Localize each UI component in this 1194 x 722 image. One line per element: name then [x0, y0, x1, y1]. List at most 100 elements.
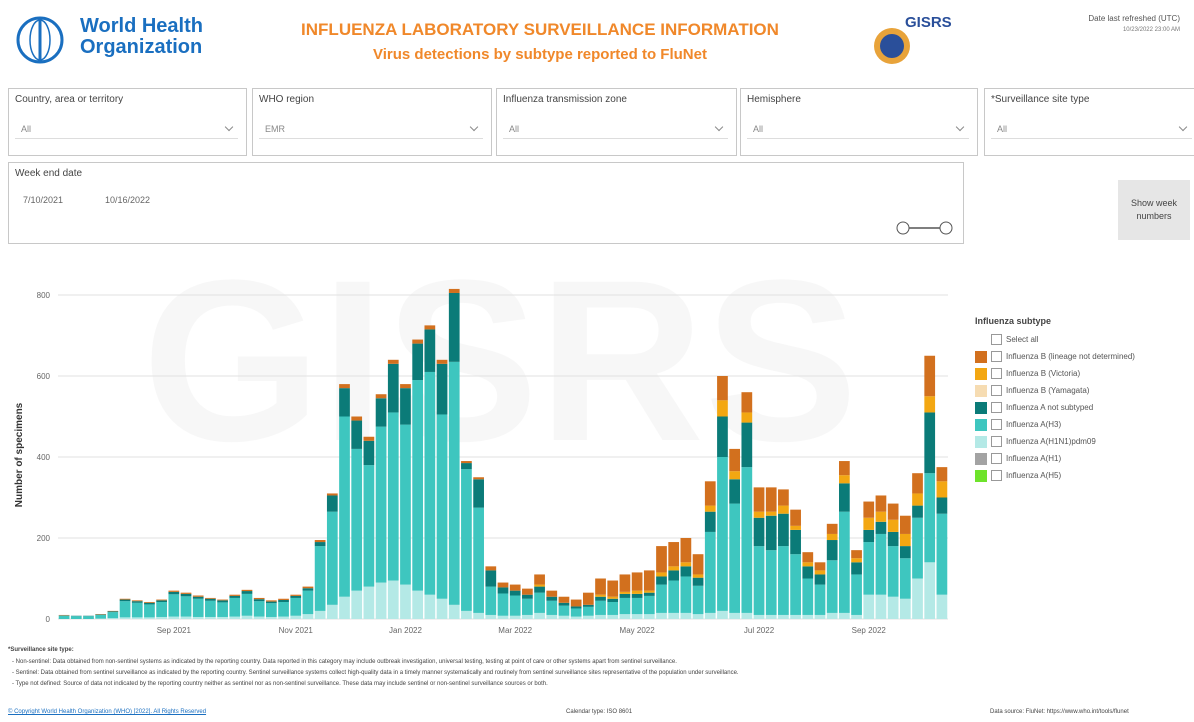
legend-item[interactable]: Influenza A(H5) [975, 467, 1194, 484]
date-slider[interactable] [894, 219, 954, 237]
bar-segment [436, 598, 448, 619]
bar-segment [144, 601, 155, 603]
bar-segment [765, 550, 777, 615]
bar-segment [936, 481, 948, 498]
bar-segment [692, 585, 704, 615]
refreshed-value: 10/23/2022 23:00 AM [1122, 27, 1180, 33]
legend: Influenza subtype Select all Influenza B … [975, 316, 1194, 484]
bar-segment [924, 562, 936, 619]
bar-segment [558, 596, 570, 603]
bar-segment [339, 416, 350, 597]
legend-item[interactable]: Influenza A(H1) [975, 450, 1194, 467]
bar-segment [887, 519, 899, 532]
bar-segment [326, 493, 338, 496]
legend-item[interactable]: Influenza B (Yamagata) [975, 382, 1194, 399]
bar-segment [412, 339, 424, 344]
bar-segment [229, 595, 241, 598]
legend-select-all[interactable]: Select all [975, 331, 1194, 348]
bar-segment [656, 612, 667, 619]
bar-segment [131, 617, 143, 619]
legend-item[interactable]: Influenza A(H1N1)pdm09 [975, 433, 1194, 450]
copyright[interactable]: © Copyright World Health Organization (W… [8, 709, 207, 715]
bar-segment [741, 612, 753, 619]
bar-segment [119, 601, 131, 618]
bar-segment [558, 615, 570, 619]
bar-segment [778, 513, 789, 547]
bar-segment [875, 533, 887, 595]
date-start[interactable]: 7/10/2021 [23, 195, 64, 205]
bar-segment [802, 566, 814, 579]
legend-item[interactable]: Influenza A not subtyped [975, 399, 1194, 416]
bar-segment [692, 577, 704, 586]
calendar-type: Calendar type: ISO 8601 [566, 709, 633, 715]
bar-segment [607, 614, 619, 619]
legend-checkbox[interactable] [991, 453, 1002, 464]
bar-segment [790, 525, 801, 530]
legend-checkbox[interactable] [991, 419, 1002, 430]
bar-segment [814, 562, 826, 571]
bar-segment [497, 615, 509, 619]
bar-segment [778, 546, 789, 615]
bar-segment [461, 610, 472, 619]
bar-segment [582, 592, 594, 605]
bar-segment [363, 465, 375, 587]
bar-segment [205, 600, 216, 617]
bar-segment [704, 511, 716, 532]
bar-segment [851, 558, 862, 563]
bar-segment [473, 507, 484, 613]
legend-item[interactable]: Influenza A(H3) [975, 416, 1194, 433]
filter-dropdown[interactable]: All [991, 119, 1192, 139]
bar-segment [826, 612, 838, 619]
bar-segment [485, 570, 497, 587]
bar-segment [814, 614, 826, 619]
y-tick-label: 400 [37, 453, 51, 462]
bar-segment [790, 509, 801, 526]
date-end[interactable]: 10/16/2022 [105, 195, 151, 205]
bar-segment [802, 614, 814, 619]
bar-segment [461, 463, 472, 470]
legend-checkbox[interactable] [991, 351, 1002, 362]
bar-segment [668, 570, 680, 581]
legend-checkbox[interactable] [991, 368, 1002, 379]
legend-item[interactable]: Influenza B (Victoria) [975, 365, 1194, 382]
bar-segment [436, 359, 448, 364]
bar-segment [253, 601, 265, 617]
bar-segment [814, 574, 826, 585]
bar-segment [192, 596, 204, 599]
filter-dropdown[interactable]: All [503, 119, 728, 139]
week-numbers-button[interactable]: Show week numbers [1118, 180, 1190, 240]
bar-segment [546, 596, 558, 601]
bar-segment [899, 546, 911, 559]
legend-label: Influenza B (Victoria) [1006, 369, 1081, 378]
bar-segment [570, 616, 582, 619]
legend-checkbox[interactable] [991, 385, 1002, 396]
bar-segment [265, 616, 277, 619]
legend-checkbox[interactable] [991, 436, 1002, 447]
bar-segment [875, 511, 887, 522]
bar-segment [863, 529, 875, 543]
legend-checkbox[interactable] [991, 402, 1002, 413]
legend-checkbox[interactable] [991, 470, 1002, 481]
filter-dropdown[interactable]: All [747, 119, 969, 139]
legend-checkbox[interactable] [991, 334, 1002, 345]
bar-segment [814, 584, 826, 615]
legend-label: Influenza B (Yamagata) [1006, 386, 1090, 395]
filter-dropdown[interactable]: EMR [259, 119, 483, 139]
bar-segment [473, 477, 484, 480]
bar-segment [339, 384, 350, 389]
bar-segment [899, 598, 911, 619]
bar-segment [229, 594, 241, 596]
bar-segment [924, 412, 936, 474]
legend-swatch [975, 401, 987, 414]
bar-segment [424, 325, 436, 330]
filter: Influenza transmission zone All [496, 88, 737, 156]
bar-segment [290, 594, 302, 596]
bar-segment [851, 562, 862, 575]
bar-segment [290, 615, 302, 619]
bar-segment [205, 616, 216, 619]
legend-item[interactable]: Influenza B (lineage not determined) [975, 348, 1194, 365]
bar-segment [424, 594, 436, 619]
gisrs-emblem [874, 28, 910, 64]
filter-dropdown[interactable]: All [15, 119, 238, 139]
bar-segment [765, 511, 777, 516]
